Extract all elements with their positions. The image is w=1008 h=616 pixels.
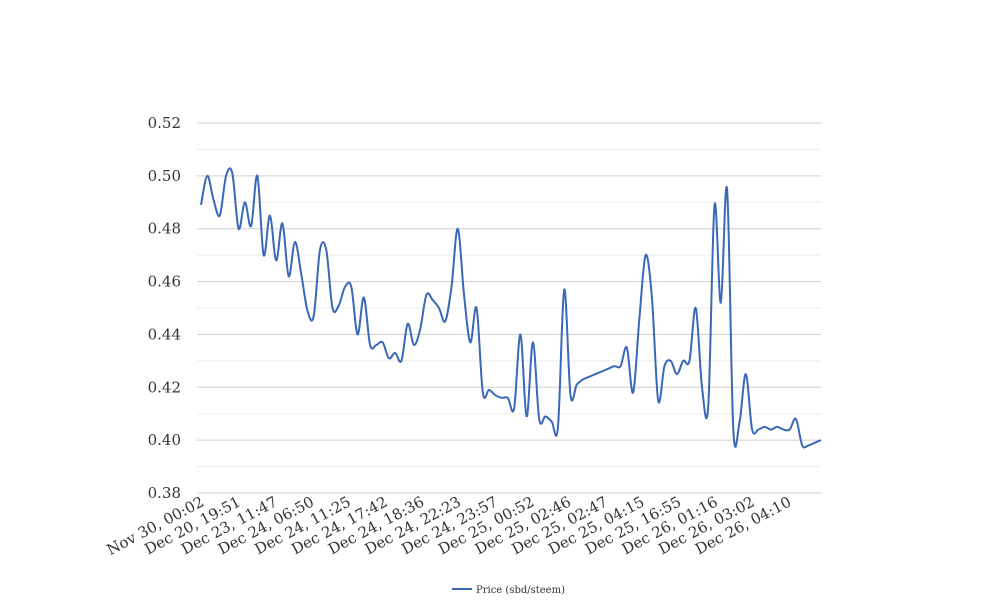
y-tick-label: 0.40 xyxy=(148,431,181,449)
y-tick-label: 0.44 xyxy=(148,325,181,343)
y-tick-label: 0.42 xyxy=(148,378,181,396)
price-series-line xyxy=(200,167,822,449)
y-tick-label: 0.48 xyxy=(148,220,181,238)
y-tick-label: 0.38 xyxy=(148,484,181,502)
y-axis: 0.38 0.40 0.42 0.44 0.46 0.48 0.50 0.52 xyxy=(148,114,181,502)
plot-area xyxy=(200,167,822,449)
y-tick-label: 0.52 xyxy=(148,114,181,132)
gridlines xyxy=(197,122,821,494)
legend: Price (sbd/steem) xyxy=(452,585,565,596)
legend-label: Price (sbd/steem) xyxy=(476,585,565,596)
y-tick-label: 0.50 xyxy=(148,167,181,185)
y-tick-label: 0.46 xyxy=(148,273,181,291)
